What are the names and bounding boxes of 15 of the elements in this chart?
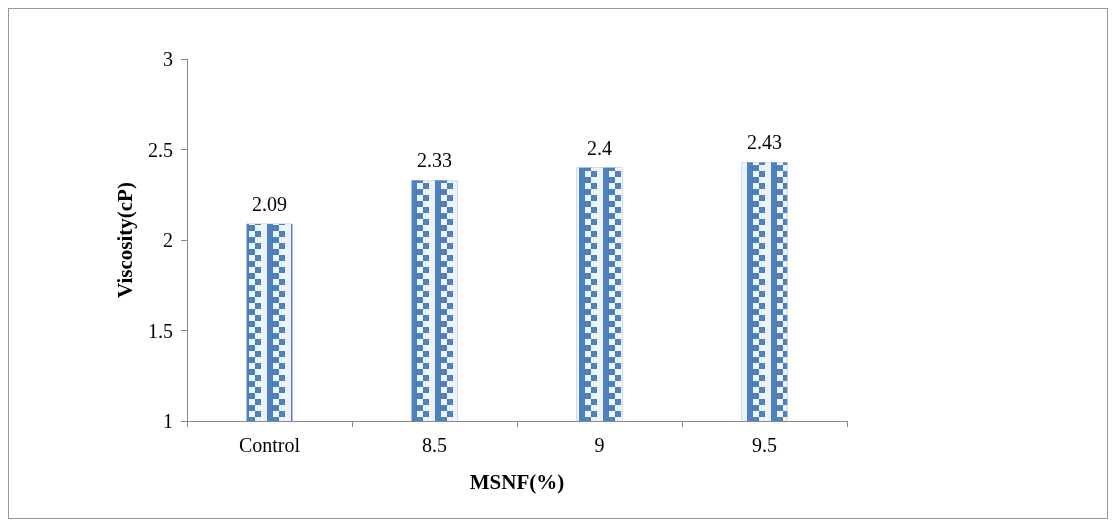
y-tick-label: 2 (163, 229, 173, 251)
x-tick-label: 8.5 (422, 434, 447, 456)
data-label: 2.43 (747, 131, 782, 154)
y-tick-label: 3 (163, 48, 173, 70)
x-tick-label: Control (238, 434, 301, 456)
data-label: 2.33 (417, 149, 452, 172)
y-tick-label: 2.5 (148, 138, 173, 161)
data-label: 2.09 (252, 192, 287, 215)
y-tick-label: 1 (163, 410, 173, 432)
y-tick-label: 1.5 (148, 319, 173, 342)
y-axis-title: Viscosity(cP) (112, 182, 137, 298)
data-label: 2.4 (587, 136, 612, 159)
x-tick-label: 9 (594, 434, 605, 456)
x-tick-label: 9.5 (752, 434, 777, 456)
x-axis-title: MSNF(%) (469, 469, 565, 494)
